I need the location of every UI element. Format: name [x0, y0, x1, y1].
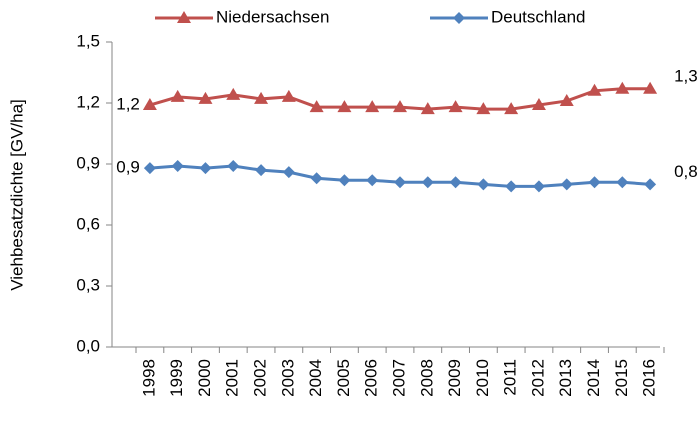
y-tick-label: 0,3: [76, 275, 100, 294]
marker: [142, 98, 157, 111]
y-axis-title: Viehbesatzdichte [GV/ha]: [7, 99, 26, 291]
x-tick-label: 2011: [501, 359, 520, 396]
marker: [199, 162, 212, 175]
marker: [394, 176, 406, 189]
marker: [226, 87, 241, 100]
marker: [448, 100, 463, 113]
x-tick-label: 2008: [417, 359, 436, 397]
x-tick-label: 2004: [306, 359, 325, 397]
x-tick-label: 1999: [167, 359, 186, 397]
y-tick-label: 0,0: [76, 336, 100, 355]
marker: [177, 11, 191, 23]
marker: [170, 89, 185, 102]
marker: [338, 174, 351, 187]
x-tick-label: 2001: [223, 359, 242, 397]
data-label: 1,3: [674, 66, 698, 85]
marker: [143, 162, 156, 175]
x-tick-label: 2015: [612, 359, 631, 397]
marker: [254, 91, 269, 104]
marker: [504, 102, 519, 115]
marker: [531, 98, 546, 111]
x-tick-label: 2012: [528, 359, 547, 397]
marker: [171, 160, 184, 173]
x-tick-label: 2007: [389, 359, 408, 397]
marker: [420, 102, 435, 115]
marker: [559, 93, 574, 106]
marker: [644, 178, 657, 191]
marker: [310, 172, 323, 185]
x-tick-label: 2016: [640, 359, 659, 397]
marker: [532, 180, 545, 193]
marker: [476, 102, 491, 115]
x-tick-label: 2005: [334, 359, 353, 397]
marker: [309, 100, 324, 113]
legend-label: Deutschland: [491, 7, 586, 26]
marker: [365, 100, 380, 113]
data-label: 0,8: [674, 162, 698, 181]
x-tick-label: 2000: [195, 359, 214, 397]
x-tick-label: 2009: [445, 359, 464, 397]
x-tick-label: 2010: [473, 359, 492, 397]
marker: [255, 164, 268, 177]
marker: [393, 100, 407, 113]
marker: [282, 166, 295, 179]
marker: [198, 91, 213, 104]
x-tick-label: 2014: [584, 359, 603, 397]
x-tick-label: 2006: [362, 359, 381, 397]
x-tick-label: 2013: [556, 359, 575, 397]
marker: [449, 176, 462, 189]
marker: [505, 180, 518, 193]
marker: [477, 178, 490, 191]
marker: [643, 81, 658, 94]
x-tick-label: 1998: [139, 359, 158, 397]
marker: [560, 178, 573, 191]
marker: [587, 83, 602, 96]
marker: [337, 100, 352, 113]
y-tick-label: 0,9: [76, 153, 100, 172]
marker: [616, 176, 629, 189]
marker: [453, 12, 465, 24]
x-tick-label: 2002: [251, 359, 270, 397]
y-tick-label: 1,2: [76, 92, 100, 111]
marker: [281, 89, 296, 102]
data-label: 1,2: [116, 95, 140, 114]
data-label: 0,9: [116, 158, 140, 177]
legend-label: Niedersachsen: [216, 7, 329, 26]
marker: [615, 81, 630, 94]
y-tick-label: 1,5: [76, 31, 100, 50]
marker: [227, 160, 240, 173]
marker: [366, 174, 379, 187]
x-tick-label: 2003: [278, 359, 297, 397]
y-tick-label: 0,6: [76, 214, 100, 233]
marker: [588, 176, 601, 189]
marker: [421, 176, 434, 189]
